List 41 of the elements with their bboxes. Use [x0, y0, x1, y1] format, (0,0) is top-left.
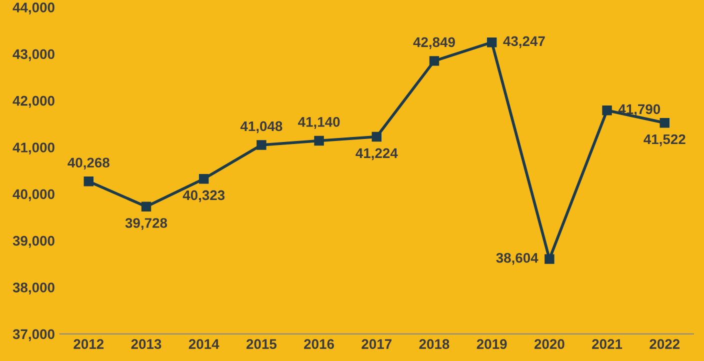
y-tick-label: 43,000	[12, 49, 54, 62]
point	[544, 254, 554, 264]
x-tick-label: 2016	[304, 339, 334, 349]
data-label: 43,247	[503, 36, 545, 48]
data-label: 40,268	[68, 158, 110, 170]
x-tick-label: 2019	[476, 339, 507, 349]
point	[256, 140, 266, 150]
y-tick-label: 44,000	[12, 2, 54, 14]
x-tick-label: 2015	[246, 339, 277, 349]
point	[660, 118, 670, 128]
point	[141, 202, 152, 212]
data-label: 41,048	[240, 121, 282, 134]
point	[486, 38, 497, 48]
x-tick-label: 2020	[534, 339, 564, 349]
data-label: 41,140	[298, 117, 340, 129]
y-tick-label: 42,000	[12, 96, 54, 108]
point	[429, 56, 440, 66]
y-tick-label: 41,000	[12, 142, 54, 154]
point	[602, 106, 612, 116]
x-tick-label: 2021	[592, 339, 622, 349]
point	[314, 136, 324, 146]
x-tick-label: 2018	[419, 339, 450, 349]
y-tick-label: 38,000	[12, 282, 54, 294]
point	[198, 174, 209, 184]
data-label: 41,790	[618, 104, 660, 116]
data-label: 40,323	[182, 190, 225, 202]
y-tick-label: 37,000	[12, 329, 54, 342]
x-tick-label: 2014	[188, 339, 220, 349]
point	[84, 176, 94, 186]
data-label: 39,728	[125, 218, 168, 230]
x-tick-label: 2022	[650, 339, 680, 349]
data-label: 41,522	[644, 134, 686, 146]
x-tick-label: 2012	[74, 339, 104, 349]
y-tick-label: 40,000	[12, 189, 54, 202]
point	[372, 132, 382, 142]
x-tick-label: 2013	[131, 339, 162, 350]
data-label: 41,224	[356, 148, 398, 160]
x-tick-label: 2017	[362, 339, 392, 349]
data-label: 38,604	[496, 252, 538, 265]
y-tick-label: 39,000	[12, 236, 54, 248]
data-label: 42,849	[413, 37, 455, 50]
